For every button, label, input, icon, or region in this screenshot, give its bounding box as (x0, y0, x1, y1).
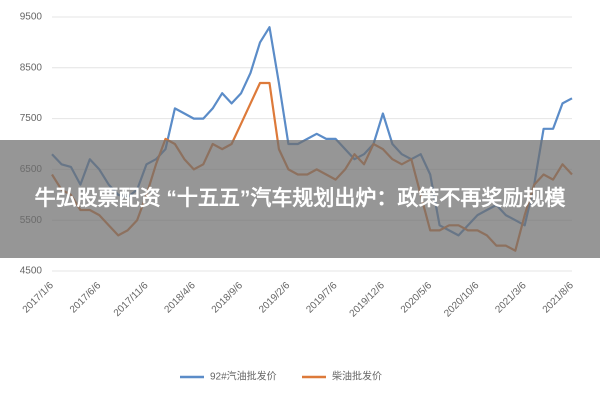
x-tick-label: 2017/6/6 (68, 280, 104, 316)
x-tick-label: 2020/5/6 (399, 280, 435, 316)
x-tick-label: 2017/1/6 (21, 280, 57, 316)
x-tick-label: 2019/12/6 (348, 280, 388, 320)
y-tick-label: 8500 (20, 62, 43, 73)
legend-label: 92#汽油批发价 (210, 370, 277, 383)
x-tick-label: 2021/3/6 (493, 280, 529, 316)
legend-label: 柴油批发价 (332, 370, 382, 383)
y-tick-label: 4500 (20, 266, 43, 277)
y-tick-label: 7500 (20, 113, 43, 124)
x-tick-label: 2020/10/6 (442, 280, 482, 320)
y-tick-label: 9500 (20, 12, 43, 23)
x-tick-label: 2019/2/6 (257, 280, 293, 316)
x-tick-label: 2017/11/6 (112, 280, 151, 319)
x-tick-label: 2018/4/6 (162, 280, 198, 316)
x-tick-label: 2019/7/6 (304, 280, 340, 316)
banner: 牛弘股票配资 “十五五”汽车规划出炉：政策不再奖励规模 (0, 140, 600, 258)
x-tick-label: 2021/8/6 (541, 280, 577, 316)
x-tick-label: 2018/9/6 (210, 280, 246, 316)
banner-text: 牛弘股票配资 “十五五”汽车规划出炉：政策不再奖励规模 (34, 187, 566, 210)
